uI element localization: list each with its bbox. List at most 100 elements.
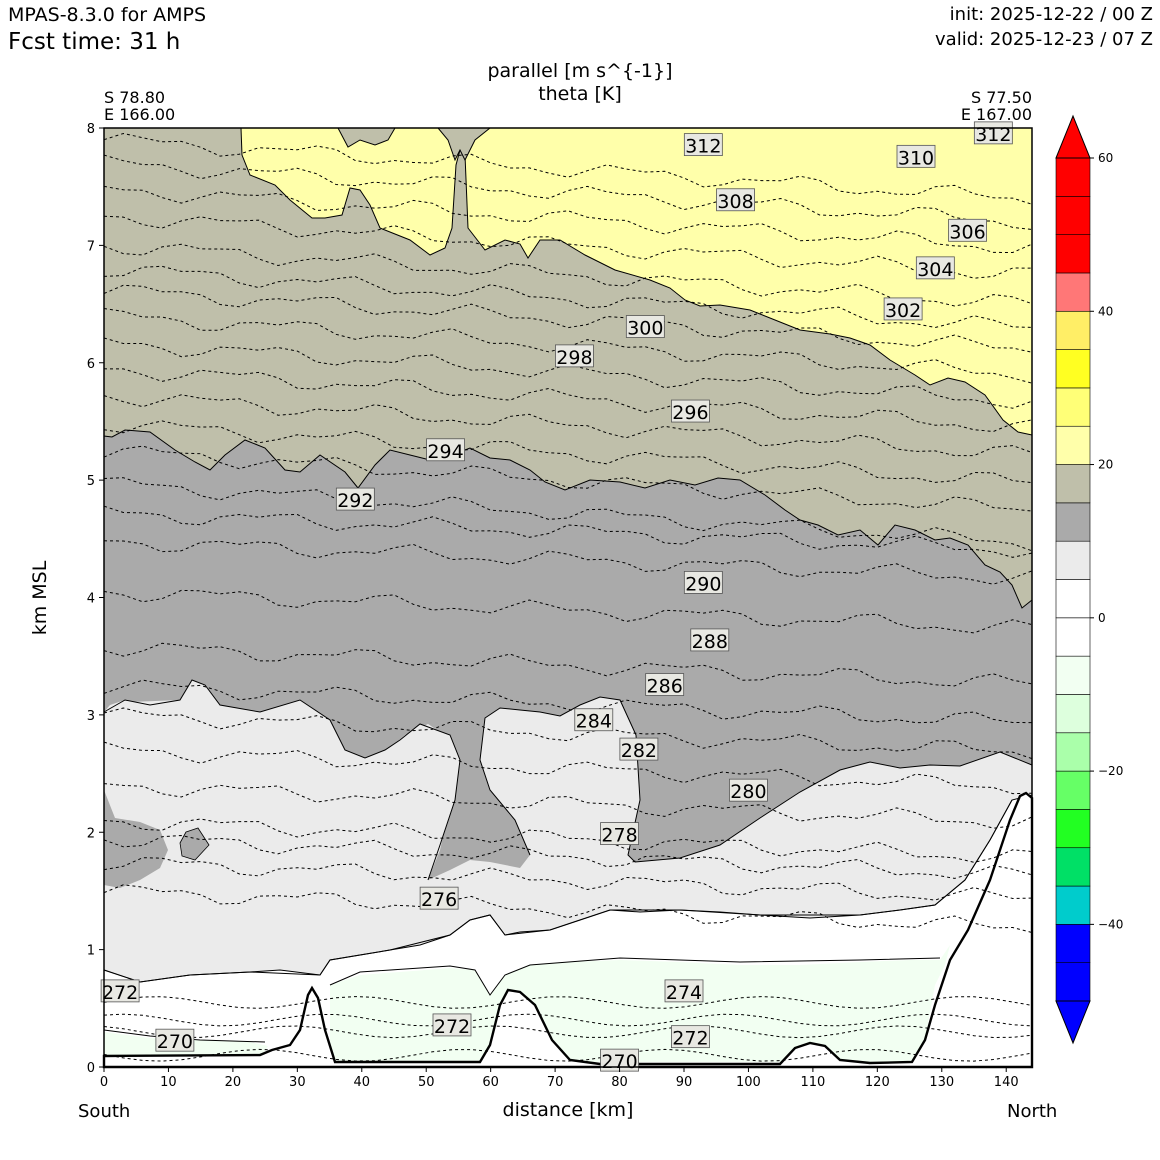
colorbar-tick-label: 0 xyxy=(1098,611,1106,625)
theta-label: 302 xyxy=(883,297,923,322)
x-tick-label: 110 xyxy=(800,1075,825,1090)
colorbar-bin xyxy=(1055,885,1091,925)
colorbar-bin xyxy=(1055,196,1091,235)
theta-contour-line xyxy=(103,215,1033,279)
theta-contour-line xyxy=(103,884,1033,933)
start-lon: E 166.00 xyxy=(104,105,176,124)
theta-contour-line xyxy=(103,679,1033,724)
theta-label: 298 xyxy=(555,344,594,369)
theta-label: 312 xyxy=(973,121,1013,146)
theta-label: 270 xyxy=(155,1028,195,1053)
theta-label-text: 276 xyxy=(421,889,457,911)
region-dark-gray-blob xyxy=(179,827,210,861)
theta-contour-line xyxy=(103,1048,1033,1062)
colorbar-bin xyxy=(1055,655,1091,695)
contour-boundary-light xyxy=(103,799,1013,983)
theta-label: 308 xyxy=(716,188,755,213)
theta-label-box xyxy=(690,628,730,652)
end-lat: S 77.50 xyxy=(970,88,1032,107)
theta-label-box xyxy=(645,673,685,696)
south-label: South xyxy=(78,1101,131,1122)
x-tick-label: 20 xyxy=(225,1075,242,1090)
theta-label-text: 300 xyxy=(627,318,663,340)
theta-label-box xyxy=(100,979,140,1003)
theta-label-text: 286 xyxy=(647,676,683,698)
colorbar-bin xyxy=(1055,694,1091,734)
theta-contour-line xyxy=(103,265,1033,329)
theta-contour-line xyxy=(103,818,1033,863)
y-tick-label: 4 xyxy=(87,592,95,607)
colorbar-bin xyxy=(1055,349,1091,389)
colorbar-bin xyxy=(1055,502,1091,542)
theta-label-text: 272 xyxy=(672,1028,708,1050)
theta-contour-line xyxy=(103,308,1033,384)
theta-label-text: 306 xyxy=(949,221,985,243)
theta-label: 296 xyxy=(671,399,710,424)
colorbar: 60 40 20 0 −20 −40 xyxy=(1055,114,1123,1045)
theta-label-text: 270 xyxy=(157,1031,193,1053)
x-axis-label: distance [km] xyxy=(502,1099,634,1121)
theta-label-box xyxy=(664,979,704,1003)
colorbar-bin xyxy=(1055,464,1091,504)
theta-label: 286 xyxy=(645,673,685,698)
theta-label-box xyxy=(729,778,768,802)
theta-label: 272 xyxy=(100,979,140,1004)
colorbar-bin xyxy=(1055,924,1091,963)
theta-label-text: 308 xyxy=(717,191,753,213)
theta-label-box xyxy=(619,737,659,761)
x-ticks: 0 10 20 30 40 50 60 70 80 90 100 110 120 130 140 xyxy=(100,1067,1019,1090)
theta-label-box xyxy=(555,344,594,368)
theta-label: 306 xyxy=(948,218,987,243)
theta-label-box xyxy=(716,188,755,212)
theta-label: 272 xyxy=(432,1013,472,1038)
y-tick-label: 2 xyxy=(87,826,95,841)
colorbar-tick-label: −20 xyxy=(1098,764,1123,778)
theta-label: 290 xyxy=(683,571,723,595)
colorbar-bin xyxy=(1055,770,1091,810)
colorbar-bin xyxy=(1055,540,1091,580)
x-tick-label: 130 xyxy=(929,1075,954,1090)
y-tick-label: 6 xyxy=(87,357,95,372)
theta-contour-line xyxy=(103,589,1033,634)
colorbar-bin xyxy=(1055,157,1091,197)
colorbar-bin xyxy=(1055,847,1091,887)
theta-label-box xyxy=(574,708,614,732)
theta-label-text: 272 xyxy=(434,1016,470,1038)
theta-label-text: 274 xyxy=(666,982,702,1004)
plot-area: 312 312 310 308 306 304 302 300 298 296 294 292 290 2… xyxy=(100,121,1034,1073)
theta-label-box xyxy=(432,1013,472,1037)
theta-label: 282 xyxy=(619,737,659,762)
x-tick-label: 40 xyxy=(354,1075,371,1090)
contour-boundary-dark xyxy=(103,679,461,881)
theta-label-box xyxy=(625,315,665,338)
end-lon: E 167.00 xyxy=(960,105,1032,124)
x-tick-label: 30 xyxy=(289,1075,306,1090)
theta-contour-line xyxy=(103,132,1033,205)
contour-boundary-dark-2 xyxy=(479,696,1033,863)
x-tick-label: 70 xyxy=(547,1075,564,1090)
theta-contour-line xyxy=(103,834,1033,879)
colorbar-bin xyxy=(1055,809,1091,849)
x-tick-label: 100 xyxy=(736,1075,761,1090)
theta-label: 284 xyxy=(574,708,614,733)
theta-label-text: 310 xyxy=(898,147,934,169)
theta-label: 310 xyxy=(896,144,936,169)
y-ticks: 0 1 2 3 4 5 6 7 8 xyxy=(87,122,104,1076)
theta-label: 312 xyxy=(683,133,723,158)
theta-label-text: 296 xyxy=(672,402,708,424)
colorbar-extend-max xyxy=(1055,114,1091,159)
x-tick-label: 80 xyxy=(611,1075,628,1090)
colorbar-bin xyxy=(1055,387,1091,427)
y-tick-label: 8 xyxy=(87,122,95,137)
theta-contour-line xyxy=(103,154,1033,230)
colorbar-bin xyxy=(1055,579,1091,619)
region-dark-gray-left xyxy=(104,790,168,888)
start-lat: S 78.80 xyxy=(104,88,166,107)
theta-contour-line xyxy=(103,243,1033,307)
theta-labels: 312 312 310 308 306 304 302 300 298 296 294 292 290 2… xyxy=(100,121,1013,1073)
theta-label: 304 xyxy=(915,256,955,281)
theta-contour-line xyxy=(103,445,1033,512)
y-tick-label: 0 xyxy=(87,1061,95,1076)
theta-label-text: 312 xyxy=(975,124,1011,146)
x-tick-label: 60 xyxy=(482,1075,499,1090)
